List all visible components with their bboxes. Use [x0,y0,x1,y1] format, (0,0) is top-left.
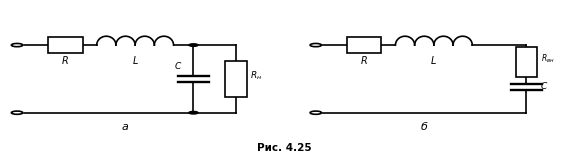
Text: C: C [175,62,180,71]
Bar [347,37,381,53]
Text: б: б [420,122,427,132]
Text: R: R [361,56,368,66]
Bar [48,37,83,53]
Circle shape [189,44,198,46]
Circle shape [310,43,321,47]
Text: R: R [62,56,69,66]
Bar [225,61,247,97]
Text: C: C [541,82,547,91]
Text: $R_{вн}$: $R_{вн}$ [541,52,554,65]
Text: $R_{н}$: $R_{н}$ [250,69,262,82]
Circle shape [310,111,321,114]
Circle shape [11,111,23,114]
Bar [516,47,537,77]
Text: L: L [133,56,138,66]
Circle shape [11,43,23,47]
Text: L: L [431,56,436,66]
Text: а: а [122,122,129,132]
Circle shape [189,111,198,114]
Text: Рис. 4.25: Рис. 4.25 [257,143,312,153]
